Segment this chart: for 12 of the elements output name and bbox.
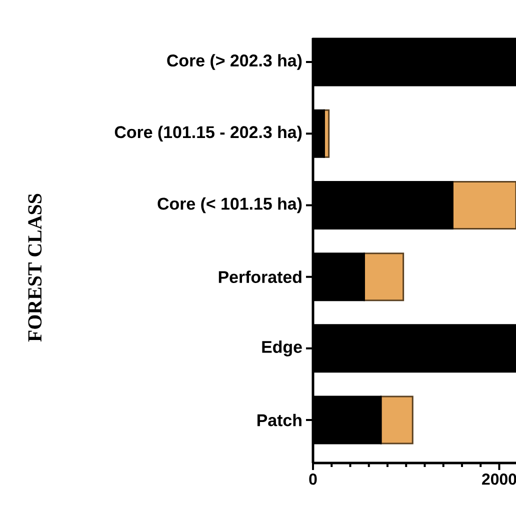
y-tick-label: Core (< 101.15 ha) (158, 197, 302, 214)
y-tick-label: Core (101.15 - 202.3 ha) (114, 126, 302, 142)
bar (363, 252, 404, 302)
y-tick-label: Core (> 202.3 ha) (167, 54, 302, 70)
y-tick-label: Edge (262, 340, 302, 356)
x-tick-label: 2000 (482, 474, 516, 485)
y-tick-label: Perforated (218, 270, 302, 284)
bar (452, 180, 516, 230)
bar (380, 396, 414, 444)
y-tick-label: Patch (258, 414, 302, 426)
x-tick-label: 0 (309, 474, 317, 485)
y-axis-title: FOREST CLASS (28, 194, 42, 342)
